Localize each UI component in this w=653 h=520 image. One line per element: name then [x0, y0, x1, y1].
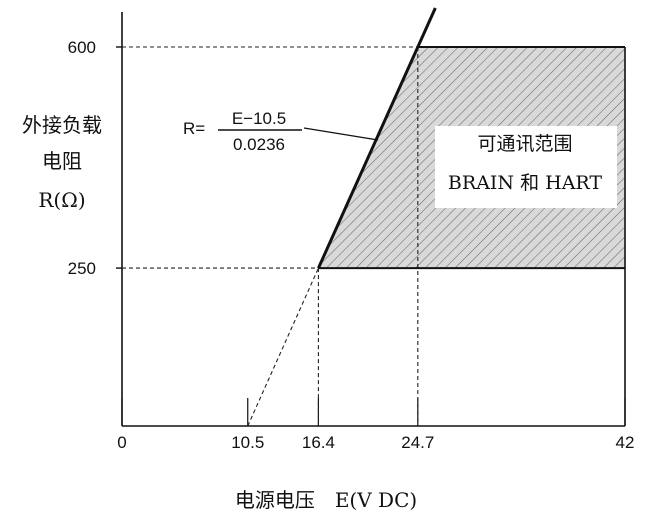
x-tick-label-0: 0 — [117, 433, 126, 452]
x-axis-title: 电源电压 E(V DC) — [235, 488, 417, 512]
x-tick-label-24.7: 24.7 — [401, 433, 434, 452]
region-label-line-2: BRAIN 和 HART — [448, 172, 602, 194]
region-label-line-1: 可通讯范围 — [477, 133, 572, 155]
load-line-extension — [247, 267, 319, 427]
load-line — [317, 7, 437, 269]
x-tick-label-10.5: 10.5 — [231, 433, 264, 452]
y-axis-title-line-1: 外接负载 — [22, 113, 102, 137]
y-axis-title-line-2: 电阻 — [42, 149, 82, 173]
y-tick-label-600: 600 — [68, 38, 96, 57]
x-tick-label-16.4: 16.4 — [302, 433, 335, 452]
formula-lhs: R= — [183, 119, 205, 138]
formula-leader-line — [303, 127, 379, 141]
formula-denominator: 0.0236 — [233, 135, 285, 154]
region-label-background — [435, 126, 617, 208]
formula-numerator: E−10.5 — [232, 109, 286, 128]
x-tick-label-42: 42 — [616, 433, 635, 452]
y-axis-title-line-3: R(Ω) — [38, 188, 85, 212]
y-tick-label-250: 250 — [68, 259, 96, 278]
